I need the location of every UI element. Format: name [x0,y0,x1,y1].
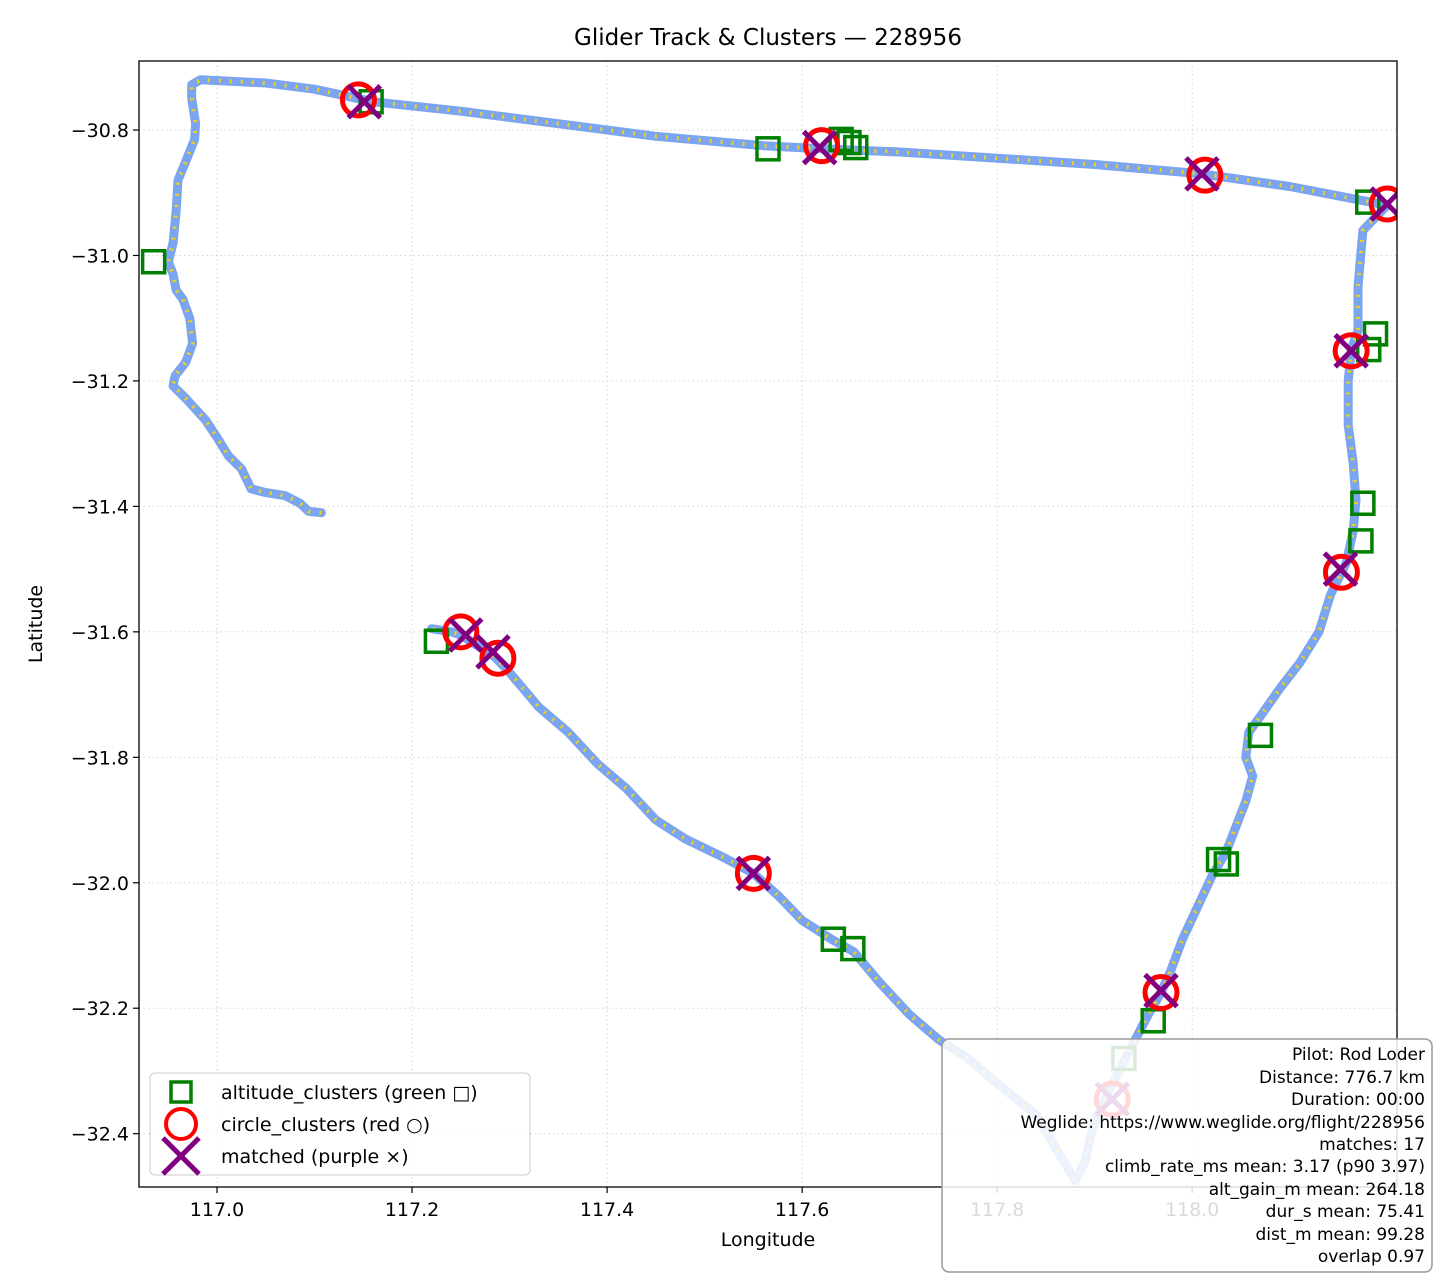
legend: altitude_clusters (green □) circle_clust… [149,1072,531,1176]
circle-cluster-marker [1186,156,1224,194]
info-duration-mean: dur_s mean: 75.41 [1266,1202,1425,1222]
chart-title: Glider Track & Clusters — 228956 [574,25,962,51]
y-tick-label: −31.0 [71,245,129,267]
matched-marker-stroke [1184,156,1220,192]
plot-frame [138,60,1398,1188]
grid [139,61,1397,1187]
altitude-cluster-marker [1350,490,1376,516]
y-axis: −30.8 −31.0 −31.2 −31.4 −31.6 −31.8 −32.0 −32.2… [71,120,139,1146]
altitude-cluster-marker [1355,336,1382,363]
circle-cluster-marker [1332,332,1370,370]
circle-cluster-marker [803,127,841,165]
matched-marker [346,84,383,120]
y-tick-label: −31.2 [71,371,129,393]
matched-marker [1143,972,1179,1009]
matched-marker [1322,551,1359,587]
matched-marker-stroke [1369,190,1397,222]
altitude-cluster-marker [1362,321,1389,347]
legend-circle-marker [164,1107,198,1141]
matched-marker-stroke [1333,333,1369,369]
matched-marker [1333,333,1369,369]
x-tick-label: 117.2 [385,1199,439,1221]
legend-square-marker [169,1080,193,1104]
y-tick-label: −31.6 [71,622,129,644]
circle-cluster-marker [734,854,772,892]
x-tick-label: 117.6 [775,1199,829,1221]
legend-label-altitude: altitude_clusters (green □) [221,1082,478,1104]
matched-marker [735,855,772,892]
altitude-cluster-marker [840,935,866,962]
legend-frame [149,1072,531,1176]
matched-marker [1369,186,1397,222]
track-layer [163,75,1392,1186]
altitude-cluster-marker [1140,1008,1166,1034]
matched-marker-stroke [475,634,511,670]
plot-layer [140,75,1397,1186]
matched-marker-stroke [1322,551,1359,587]
plot-area [139,61,1397,1187]
info-pilot: Pilot: Rod Loder [1292,1045,1425,1065]
altitude-cluster-marker [140,248,167,275]
y-tick-label: −31.4 [71,496,129,518]
track-line [163,75,1392,1186]
circle-cluster-marker [479,639,517,677]
altitude-cluster-marker [755,136,781,162]
legend-label-matched: matched (purple ×) [221,1146,409,1168]
info-climb-rate: climb_rate_ms mean: 3.17 (p90 3.97) [1105,1157,1425,1177]
matched-marker-stroke [447,617,484,653]
y-tick-label: −32.2 [71,998,129,1020]
altitude-cluster-marker [1213,851,1240,877]
matched-marker-stroke [1143,972,1179,1009]
altitude-cluster-marker [1247,722,1274,749]
y-axis-label: Latitude [25,585,47,663]
matched-marker-stroke [801,129,838,166]
info-distance-mean: dist_m mean: 99.28 [1255,1225,1425,1245]
altitude-cluster-marker [1205,846,1232,873]
altitude-cluster-marker [1354,189,1381,215]
info-overlap: overlap 0.97 [1318,1247,1425,1267]
circle-cluster-marker [1368,185,1397,223]
circle-cluster-marker [339,81,377,119]
circle-cluster-marker [1322,553,1360,591]
info-duration: Duration: 00:00 [1291,1090,1425,1110]
circle-cluster-marker [442,613,480,651]
info-box-frame [941,1038,1433,1273]
legend-x-marker [161,1136,201,1176]
y-tick-label: −31.8 [71,747,129,769]
matched-marker [801,129,838,166]
info-distance: Distance: 776.7 km [1259,1068,1425,1088]
matched-layer [346,84,1397,1117]
x-tick-label: 117.0 [190,1199,244,1221]
x-axis-label: Longitude [721,1229,816,1251]
y-tick-label: −32.0 [71,873,129,895]
matched-marker [1184,156,1220,192]
matched-marker-stroke [346,84,383,120]
info-weglide: Weglide: https://www.weglide.org/flight/… [1020,1113,1425,1133]
matched-marker [447,617,484,653]
y-tick-label: −32.4 [71,1124,129,1146]
altitude-cluster-marker [1348,528,1374,554]
y-tick-label: −30.8 [71,120,129,142]
matched-marker [475,634,511,670]
matched-marker-stroke [735,855,772,892]
circle-cluster-marker [1142,974,1180,1012]
info-matches: matches: 17 [1319,1135,1425,1155]
info-alt-gain: alt_gain_m mean: 264.18 [1209,1180,1425,1200]
altitude-cluster-marker [843,134,869,161]
x-tick-label: 117.4 [580,1199,634,1221]
info-box: Pilot: Rod Loder Distance: 776.7 km Dura… [941,1038,1433,1273]
legend-label-circle: circle_clusters (red ○) [221,1114,430,1136]
